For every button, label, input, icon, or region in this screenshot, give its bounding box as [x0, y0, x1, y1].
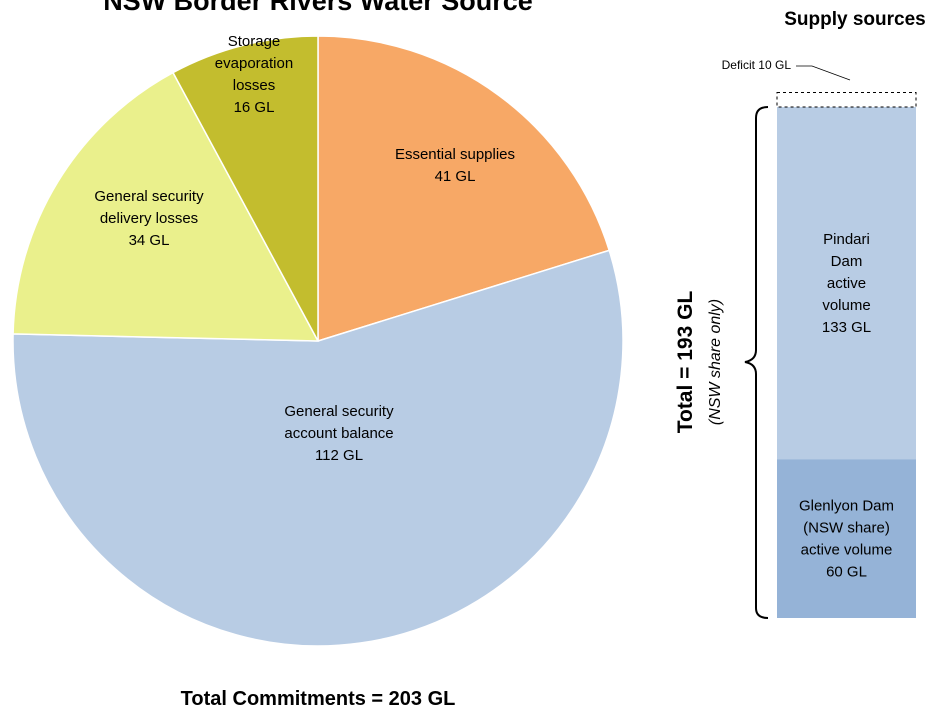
pie-slice-general-security-delivery-losses [12, 71, 320, 342]
pie-label-essential-supplies: Essential supplies 41 GL [395, 146, 515, 185]
bar-segment-glenlyon-dam [777, 459, 916, 618]
pie-slice-essential-supplies [317, 35, 611, 343]
pie-label-general-security-account-balance: General security account balance 112 GL [284, 403, 394, 464]
pie-slice-storage-evaporation-losses [172, 35, 319, 342]
total-bracket [744, 106, 769, 619]
pie-chart: Essential supplies 41 GL General security a… [12, 33, 624, 647]
bar-label-pindari-dam: Pindari Dam active volume 133 GL [822, 231, 871, 336]
bar-segment-pindari-dam [777, 107, 916, 460]
pie-label-general-security-delivery-losses: General security delivery losses 34 GL [94, 188, 204, 249]
bracket-total-sublabel: (NSW share only) [707, 299, 724, 425]
bar-label-glenlyon-dam: Glenlyon Dam (NSW share) active volume 60 G… [799, 498, 894, 581]
deficit-label: Deficit 10 GL [722, 58, 792, 72]
supply-sources-bar: Glenlyon Dam (NSW share) active volume 60 G… [674, 58, 917, 619]
deficit-leader-line [796, 65, 851, 81]
supply-sources-title: Supply sources [784, 9, 926, 30]
pie-label-storage-evaporation-losses: Storage evaporation losses 16 GL [215, 33, 293, 116]
bar-segment-deficit [776, 91, 917, 108]
pie-slice-general-security-account-balance [12, 249, 624, 647]
pie-chart-title: NSW Border Rivers Water Source [103, 0, 533, 16]
bracket-total-label: Total = 193 GL [674, 291, 697, 434]
total-commitments-label: Total Commitments = 203 GL [181, 688, 456, 710]
